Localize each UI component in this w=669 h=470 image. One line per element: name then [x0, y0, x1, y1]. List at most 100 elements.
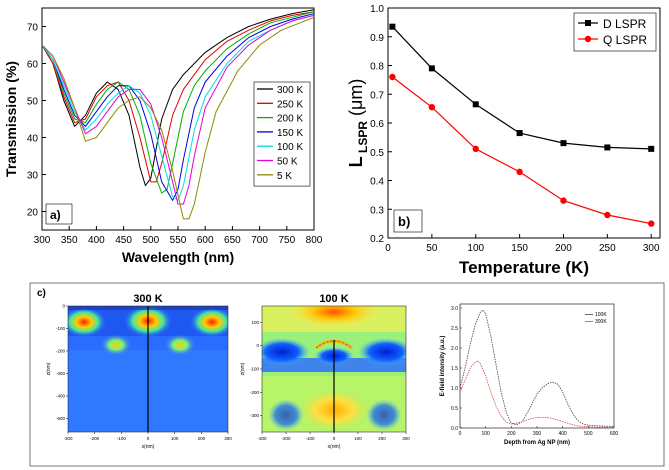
y-tick-label: 40: [27, 134, 39, 145]
x-tick-label: 400: [558, 431, 567, 437]
y-tick-label: -100: [250, 367, 260, 372]
x-tick-label: 300: [533, 431, 542, 437]
legend-label: 300 K: [277, 85, 303, 96]
y-tick-label: 0.9: [370, 33, 384, 44]
panel-c-label: c): [37, 288, 46, 299]
y-axis-label: Transmission (%): [3, 61, 19, 177]
x-tick-label: 700: [251, 235, 268, 246]
y-tick-label: 60: [27, 60, 39, 71]
series-group: [389, 23, 655, 227]
legend-label: 100 K: [277, 142, 303, 153]
series-group: [42, 9, 314, 220]
x-tick-label: 0: [385, 243, 391, 254]
panel-label-box: [45, 203, 73, 225]
y-tick-label: 0.7: [370, 90, 384, 101]
y-tick-label: -100: [56, 326, 66, 331]
x-tick-label: 400: [88, 235, 105, 246]
x-axis-label: Wavelength (nm): [122, 249, 234, 265]
y-tick-label: 0.4: [370, 177, 384, 188]
legend-label: 200 K: [277, 114, 303, 125]
x-tick-label: -300: [257, 436, 267, 441]
legend-label: 250 K: [277, 99, 303, 110]
y-tick-label: 0.2: [370, 234, 384, 245]
x-tick-label: 350: [61, 235, 78, 246]
panel-label: a): [50, 208, 61, 222]
series-line: [42, 16, 314, 220]
panel-label: b): [398, 214, 410, 229]
legend-marker: [584, 35, 592, 43]
y-tick-label: -300: [250, 413, 260, 418]
series-line: [42, 9, 314, 187]
x-tick-label: 0: [147, 436, 150, 441]
x-tick-label: 200: [507, 431, 516, 437]
y-tick-label: 1.0: [451, 386, 458, 392]
x-tick-label: 100: [467, 243, 484, 254]
x-tick-label: 200: [555, 243, 572, 254]
x-axis-label: Depth from Ag NP (nm): [504, 440, 570, 446]
y-tick-label: 30: [27, 171, 39, 182]
y-tick-label: 1.0: [370, 4, 384, 15]
x-tick-label: 600: [197, 235, 214, 246]
legend-label: D LSPR: [603, 17, 647, 31]
x-tick-label: 600: [610, 431, 619, 437]
x-tick-label: 150: [511, 243, 528, 254]
y-tick-label: 70: [27, 23, 39, 34]
map-title: 300 K: [133, 293, 162, 305]
data-point: [472, 101, 479, 108]
y-axis-label: L LSPR (μm): [346, 79, 370, 168]
series-line: [392, 76, 652, 225]
legend-label: 5 K: [277, 171, 292, 182]
data-point: [389, 73, 396, 81]
x-tick-label: 300: [224, 436, 232, 441]
x-tick-label: -200: [90, 436, 100, 441]
x-tick-label: 0: [459, 431, 462, 437]
legend-label: Q LSPR: [603, 33, 647, 47]
y-tick-label: 0.3: [370, 205, 384, 216]
transmission-chart: 300 350 400 450 500 550 600 650 700 750 800 20 30 40 5…: [3, 7, 323, 265]
x-tick-label: 550: [170, 235, 187, 246]
y-axis-label: E-field intensity (a.u.): [440, 336, 446, 397]
x-tick-label: 100: [354, 436, 362, 441]
x-axis-label: x(nm): [328, 444, 341, 450]
y-tick-label: 0: [62, 304, 65, 309]
data-point: [604, 211, 611, 219]
legend-marker: [585, 20, 591, 26]
legend-box: [253, 81, 311, 187]
y-tick-label: -200: [250, 390, 260, 395]
y-tick-label: 0.6: [370, 119, 384, 130]
x-axis-label: Temperature (K): [459, 258, 589, 277]
y-tick-label: -300: [56, 371, 66, 376]
y-tick-label: 20: [27, 208, 39, 219]
y-tick-label: -400: [56, 394, 66, 399]
x-tick-label: 300: [34, 235, 51, 246]
x-tick-label: 50: [426, 243, 438, 254]
legend-label: 100K: [595, 312, 607, 318]
x-tick-label: 650: [224, 235, 241, 246]
x-tick-label: -200: [281, 436, 291, 441]
panel-c-frame: [29, 282, 665, 467]
y-tick-label: 3.0: [451, 306, 458, 312]
y-tick-label: 2.0: [451, 346, 458, 352]
y-tick-label: -500: [56, 416, 66, 421]
data-point: [516, 130, 523, 137]
x-tick-label: 200: [198, 436, 206, 441]
map-title: 100 K: [319, 293, 348, 305]
legend-label: 50 K: [277, 157, 298, 168]
y-axis-label: z(nm): [46, 362, 52, 375]
data-point: [472, 145, 479, 153]
x-tick-label: -300: [63, 436, 73, 441]
data-point: [648, 145, 655, 152]
x-tick-label: -100: [117, 436, 127, 441]
data-point: [560, 197, 567, 204]
x-tick-label: 100: [481, 431, 490, 437]
x-tick-label: 300: [643, 243, 660, 254]
x-tick-label: 0: [333, 436, 336, 441]
y-tick-label: 1.5: [451, 366, 458, 372]
data-point: [428, 103, 436, 111]
field-map-300k: -300 -200 -100 0 100 200 300 0 -100 -200 -300 -400 -…: [46, 293, 232, 450]
data-point: [516, 168, 523, 176]
x-tick-label: 500: [142, 235, 159, 246]
data-point: [648, 220, 655, 227]
series-line: [459, 360, 614, 428]
